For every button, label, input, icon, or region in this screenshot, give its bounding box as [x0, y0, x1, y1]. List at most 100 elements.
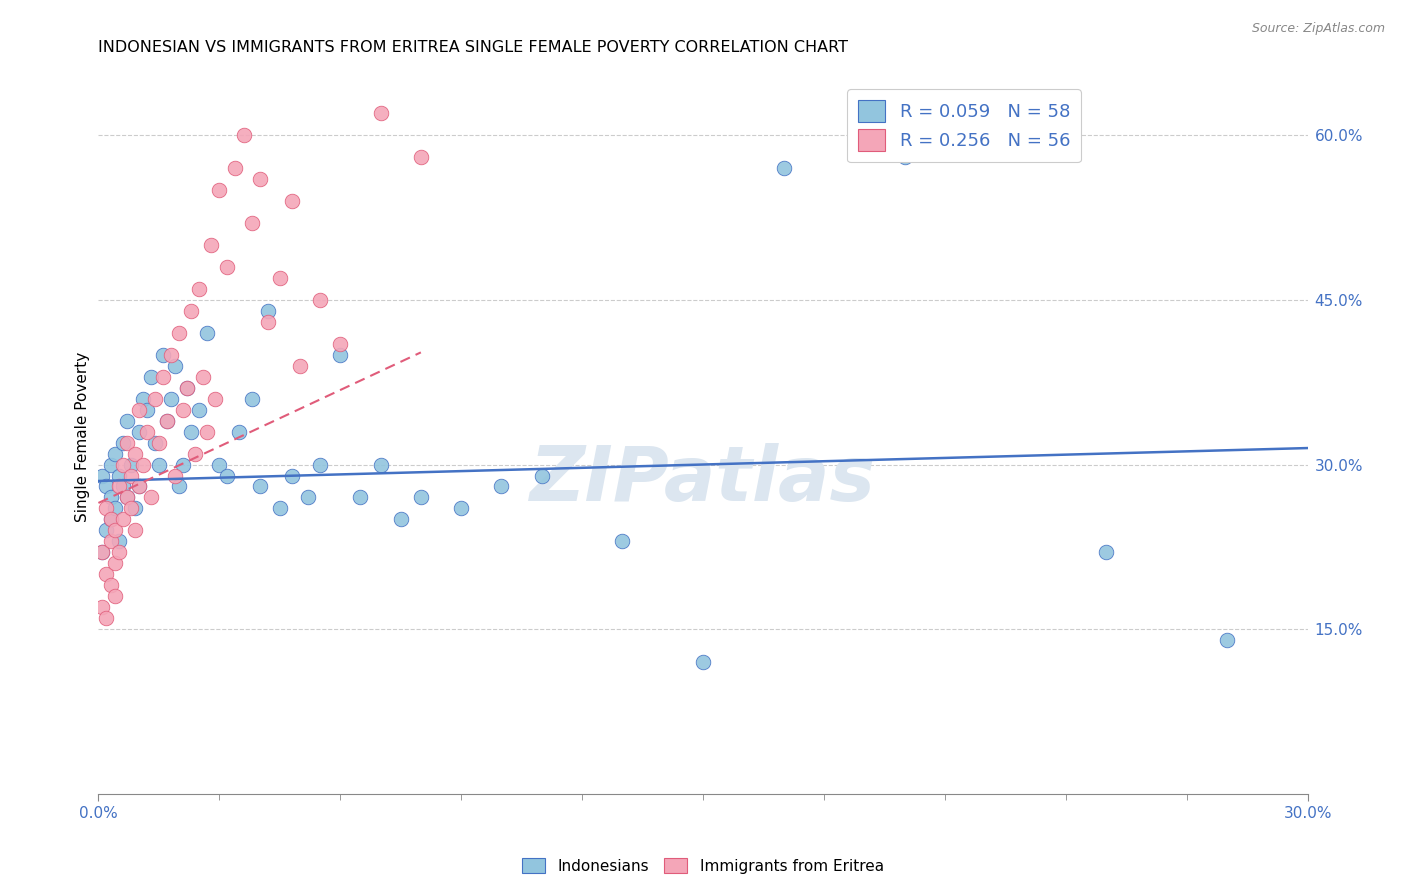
Point — [124, 446, 146, 460]
Legend: Indonesians, Immigrants from Eritrea: Indonesians, Immigrants from Eritrea — [516, 852, 890, 880]
Point — [612, 534, 634, 549]
Point — [148, 458, 170, 472]
Point — [132, 458, 155, 472]
Point — [132, 392, 155, 406]
Point — [208, 183, 231, 197]
Point — [450, 501, 472, 516]
Legend: R = 0.059   N = 58, R = 0.256   N = 56: R = 0.059 N = 58, R = 0.256 N = 56 — [848, 89, 1081, 162]
Point — [120, 458, 142, 472]
Point — [329, 336, 352, 351]
Point — [180, 425, 202, 439]
Text: INDONESIAN VS IMMIGRANTS FROM ERITREA SINGLE FEMALE POVERTY CORRELATION CHART: INDONESIAN VS IMMIGRANTS FROM ERITREA SI… — [98, 40, 848, 55]
Point — [772, 161, 794, 175]
Point — [184, 446, 207, 460]
Point — [281, 468, 304, 483]
Point — [96, 501, 118, 516]
Point — [217, 468, 239, 483]
Point — [329, 348, 352, 362]
Point — [172, 458, 194, 472]
Point — [269, 271, 291, 285]
Point — [195, 425, 218, 439]
Point — [135, 402, 157, 417]
Point — [103, 446, 125, 460]
Point — [160, 392, 183, 406]
Point — [249, 479, 271, 493]
Point — [156, 414, 179, 428]
Point — [167, 479, 190, 493]
Point — [163, 359, 186, 373]
Point — [240, 392, 263, 406]
Point — [176, 381, 198, 395]
Point — [115, 491, 138, 505]
Point — [370, 458, 392, 472]
Point — [143, 435, 166, 450]
Point — [107, 468, 129, 483]
Point — [96, 567, 118, 582]
Point — [111, 479, 134, 493]
Point — [240, 216, 263, 230]
Point — [128, 402, 150, 417]
Point — [217, 260, 239, 274]
Text: ZIPatlas: ZIPatlas — [530, 443, 876, 516]
Point — [111, 435, 134, 450]
Point — [148, 435, 170, 450]
Point — [128, 479, 150, 493]
Point — [91, 545, 114, 559]
Point — [96, 611, 118, 625]
Point — [107, 545, 129, 559]
Point — [309, 293, 332, 307]
Point — [228, 425, 250, 439]
Point — [91, 468, 114, 483]
Point — [100, 578, 122, 592]
Point — [111, 458, 134, 472]
Point — [120, 501, 142, 516]
Point — [1095, 545, 1118, 559]
Point — [167, 326, 190, 340]
Point — [893, 150, 915, 164]
Point — [370, 106, 392, 120]
Point — [172, 402, 194, 417]
Point — [91, 600, 114, 615]
Point — [530, 468, 553, 483]
Point — [281, 194, 304, 208]
Point — [103, 589, 125, 603]
Point — [309, 458, 332, 472]
Point — [152, 369, 174, 384]
Point — [176, 381, 198, 395]
Y-axis label: Single Female Poverty: Single Female Poverty — [75, 352, 90, 522]
Point — [288, 359, 311, 373]
Point — [156, 414, 179, 428]
Point — [103, 524, 125, 538]
Point — [100, 491, 122, 505]
Point — [208, 458, 231, 472]
Point — [100, 512, 122, 526]
Point — [152, 348, 174, 362]
Point — [269, 501, 291, 516]
Point — [115, 414, 138, 428]
Point — [96, 524, 118, 538]
Point — [249, 172, 271, 186]
Point — [120, 468, 142, 483]
Point — [124, 501, 146, 516]
Point — [180, 303, 202, 318]
Point — [256, 315, 278, 329]
Point — [160, 348, 183, 362]
Point — [692, 655, 714, 669]
Text: Source: ZipAtlas.com: Source: ZipAtlas.com — [1251, 22, 1385, 36]
Point — [100, 512, 122, 526]
Point — [139, 491, 162, 505]
Point — [349, 491, 371, 505]
Point — [115, 435, 138, 450]
Point — [491, 479, 513, 493]
Point — [135, 425, 157, 439]
Point — [100, 534, 122, 549]
Point — [389, 512, 412, 526]
Point — [297, 491, 319, 505]
Point — [193, 369, 215, 384]
Point — [224, 161, 246, 175]
Point — [188, 402, 211, 417]
Point — [143, 392, 166, 406]
Point — [128, 479, 150, 493]
Point — [91, 545, 114, 559]
Point — [409, 491, 432, 505]
